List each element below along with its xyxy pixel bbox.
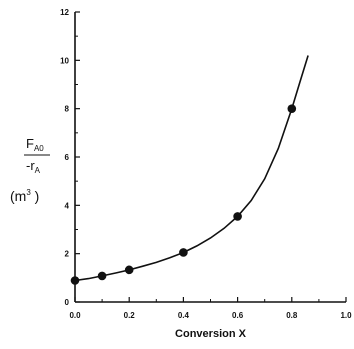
data-point-2	[124, 265, 134, 275]
y-tick-label-6: 12	[60, 8, 69, 17]
x-tick-label-0: 0.0	[69, 311, 81, 320]
y-tick-label-3: 6	[65, 153, 70, 162]
y-label-unit-close: )	[31, 188, 40, 204]
y-tick-label-4: 8	[65, 105, 70, 114]
plot-area: 0 2 4 6 8 10 12 0.0 0.2 0.4 0.6 0.8 1.0	[60, 8, 352, 320]
x-tick-label-5: 1.0	[340, 311, 352, 320]
y-label-numerator-main: F	[26, 136, 34, 151]
y-tick-label-5: 10	[60, 56, 69, 65]
y-tick-label-1: 2	[65, 250, 70, 259]
y-label-unit-sup: 3	[26, 188, 31, 197]
y-label-numerator-sub: A0	[34, 144, 44, 153]
y-tick-label-2: 4	[65, 201, 70, 210]
x-tick-label-1: 0.2	[124, 311, 136, 320]
x-tick-label-3: 0.6	[232, 311, 244, 320]
data-point-0	[70, 276, 80, 285]
data-point-3	[179, 248, 188, 257]
data-point-1	[97, 271, 107, 281]
y-label-denominator-sub: A	[35, 166, 41, 175]
y-label-numerator: FA0	[26, 136, 44, 153]
data-point-4	[233, 212, 242, 221]
y-tick-label-0: 0	[65, 298, 70, 307]
y-axis-label: FA0 -rA (m3 )	[10, 136, 50, 204]
y-label-unit: (m3 )	[10, 188, 39, 204]
x-tick-label-4: 0.8	[286, 311, 298, 320]
x-tick-label-2: 0.4	[178, 311, 190, 320]
fit-curve-line	[74, 55, 309, 282]
y-label-denominator: -rA	[26, 158, 41, 175]
y-label-denominator-main: -r	[26, 158, 35, 173]
y-label-unit-open: (m	[10, 188, 26, 204]
data-point-5	[287, 104, 297, 113]
x-axis-title: Conversion X	[175, 328, 247, 340]
